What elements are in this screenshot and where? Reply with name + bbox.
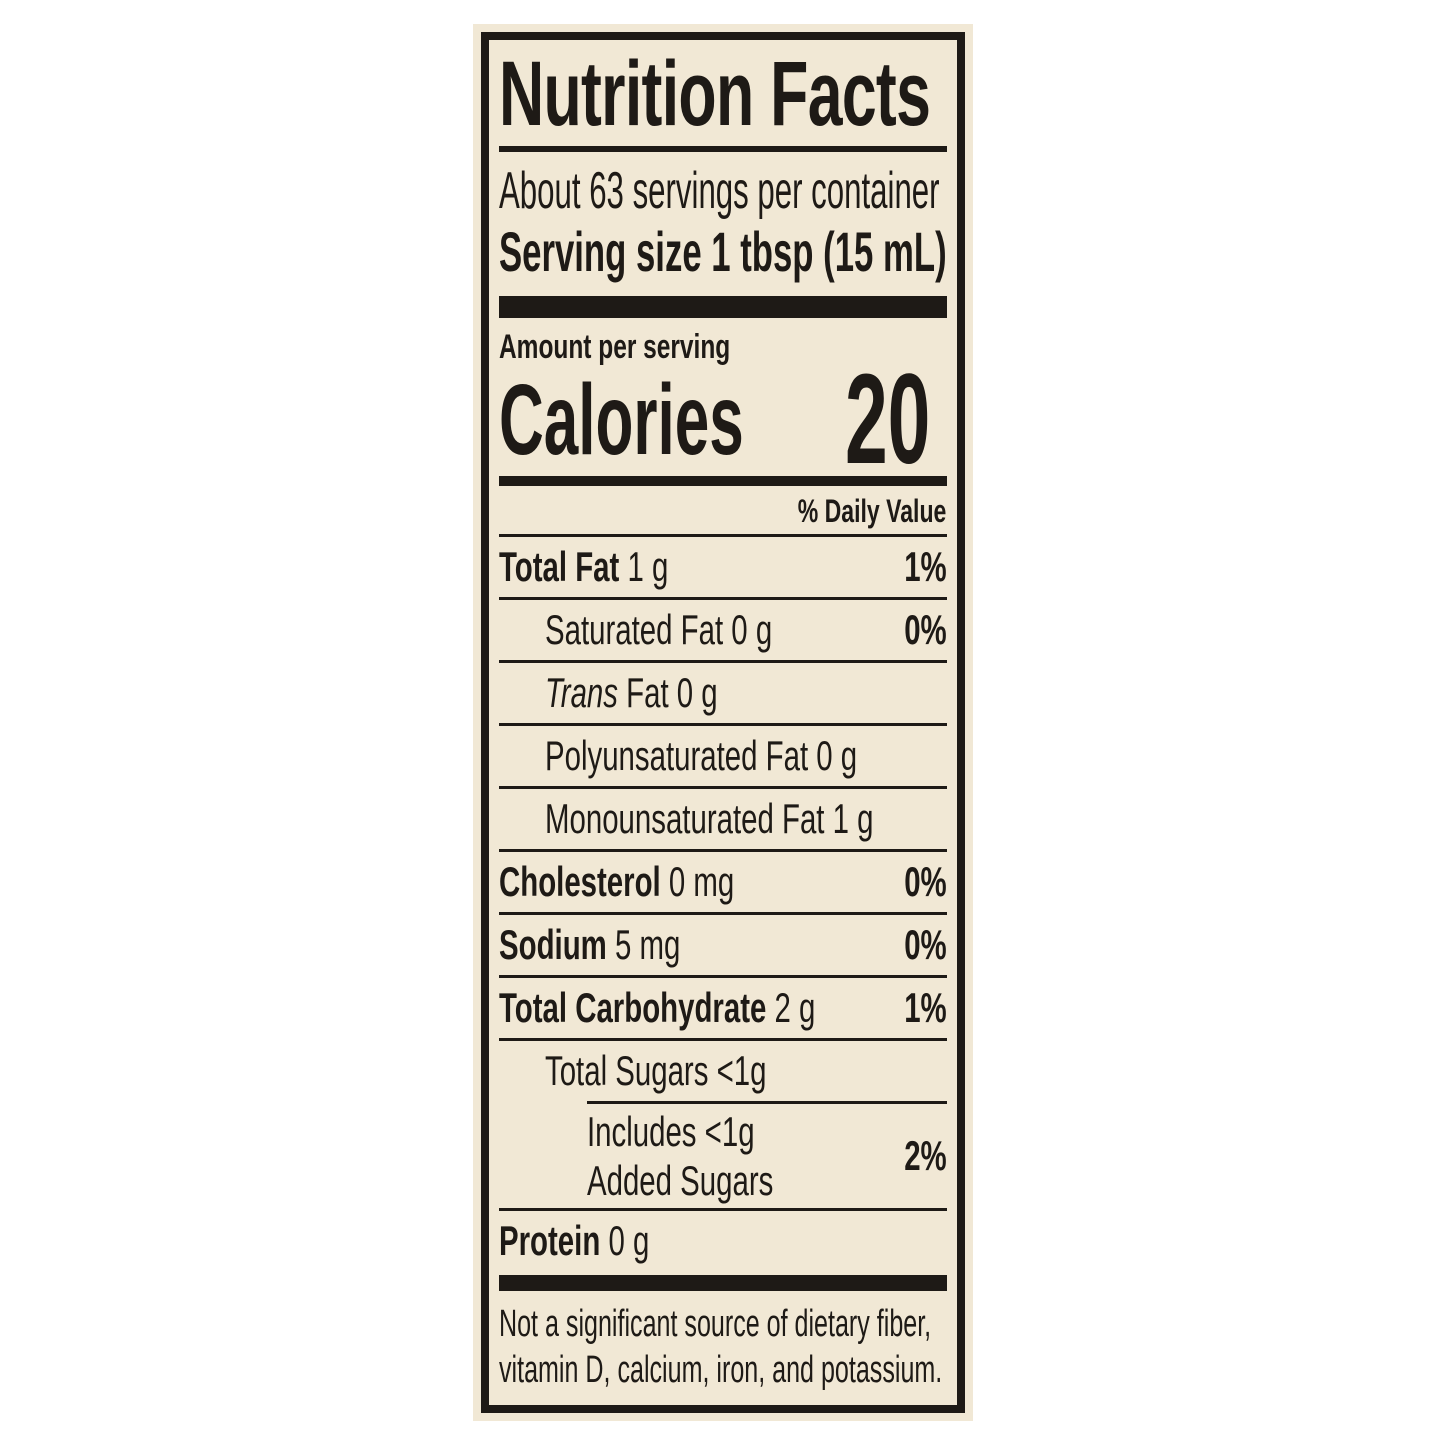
footnote-line-2: vitamin D, calcium, iron, and potassium. <box>498 1349 942 1391</box>
divider <box>498 1038 947 1041</box>
nutrient-name: Total Sugars <1g <box>544 1047 766 1094</box>
nutrient-name: Protein 0 g <box>498 1217 649 1264</box>
nutrient-name: Includes <1g Added Sugars <box>586 1108 773 1204</box>
calories-row: Calories 20 <box>498 348 947 491</box>
label-title-text: Nutrition Facts <box>498 43 931 145</box>
nutrient-row: Saturated Fat 0 g 0% <box>499 600 947 660</box>
thick-bar-bottom <box>498 1275 947 1291</box>
thick-bar-top <box>498 296 947 318</box>
nutrient-name: Sodium 5 mg <box>498 921 680 968</box>
divider <box>498 786 947 789</box>
page: { "label": { "colors": { "background": "… <box>0 24 1445 1445</box>
nutrient-row: Cholesterol 0 mg 0% <box>499 852 947 912</box>
nutrient-name: Saturated Fat 0 g <box>544 606 772 653</box>
calories-label: Calories <box>498 364 744 476</box>
divider <box>498 849 947 852</box>
nutrient-rows: Total Fat 1 g 1% Saturated Fat 0 g 0% Trans … <box>498 537 947 1271</box>
footnote: Not a significant source of dietary fibe… <box>499 1301 947 1393</box>
nutrient-row: Monounsaturated Fat 1 g <box>499 789 947 849</box>
divider-under-title <box>498 146 947 152</box>
nutrient-row: Polyunsaturated Fat 0 g <box>499 726 947 786</box>
servings-per-container: About 63 servings per container <box>498 162 940 220</box>
nutrient-name: Total Carbohydrate 2 g <box>498 984 815 1031</box>
divider <box>586 1101 947 1104</box>
footnote-line-1: Not a significant source of dietary fibe… <box>498 1303 931 1345</box>
divider <box>498 1208 947 1211</box>
amount-per-serving-label: Amount per serving <box>498 328 730 366</box>
nutrient-row: Total Sugars <1g <box>499 1041 947 1101</box>
nutrient-row: Sodium 5 mg 0% <box>499 915 947 975</box>
divider <box>498 723 947 726</box>
nutrient-row: Trans Fat 0 g <box>499 663 947 723</box>
daily-value: 0% <box>904 606 947 653</box>
daily-value: 0% <box>904 921 947 968</box>
divider-under-calories <box>498 476 947 486</box>
divider-under-dv-header <box>498 534 947 537</box>
daily-value: 1% <box>904 984 947 1031</box>
divider <box>498 597 947 600</box>
nutrient-name: Polyunsaturated Fat 0 g <box>544 732 857 779</box>
nutrient-name: Cholesterol 0 mg <box>498 858 734 905</box>
nutrient-name: Total Fat 1 g <box>498 543 668 590</box>
calories-value: 20 <box>845 348 931 491</box>
divider <box>498 912 947 915</box>
divider <box>498 660 947 663</box>
label-title: Nutrition Facts <box>499 46 947 142</box>
nutrient-row: Protein 0 g <box>499 1211 947 1271</box>
nutrition-facts-label: Nutrition Facts About 63 servings per co… <box>472 24 973 1421</box>
daily-value-header: % Daily Value <box>797 493 947 529</box>
nutrient-row: Total Fat 1 g 1% <box>499 537 947 597</box>
daily-value: 0% <box>904 858 947 905</box>
label-border: Nutrition Facts About 63 servings per co… <box>480 32 965 1413</box>
nutrient-row: Total Carbohydrate 2 g 1% <box>499 978 947 1038</box>
divider <box>498 975 947 978</box>
nutrient-row: Includes <1g Added Sugars 2% <box>499 1104 947 1208</box>
nutrient-name: Monounsaturated Fat 1 g <box>544 795 874 842</box>
nutrient-name: Trans Fat 0 g <box>544 669 718 716</box>
daily-value: 2% <box>904 1132 947 1179</box>
serving-size: Serving size 1 tbsp (15 mL) <box>498 220 947 283</box>
daily-value: 1% <box>904 543 947 590</box>
